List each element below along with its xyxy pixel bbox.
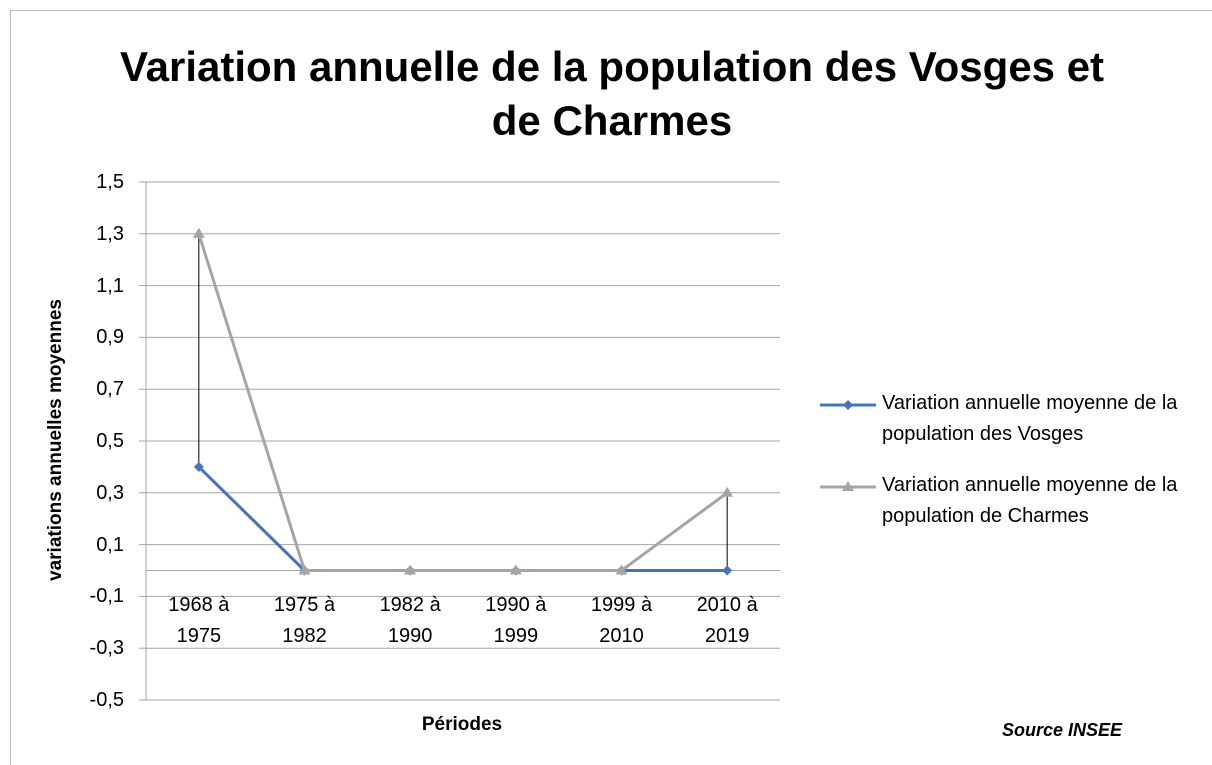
- marker: [404, 564, 417, 575]
- marker: [615, 564, 628, 575]
- y-tick-label: 1,5: [96, 171, 124, 193]
- legend-label: Variation annuelle moyenne de la populat…: [882, 474, 1178, 527]
- x-tick-label: 1982 à 1990: [379, 594, 441, 647]
- x-axis-title: Périodes: [421, 714, 503, 735]
- y-tick-label: 0,1: [96, 533, 124, 556]
- y-tick-label: 1,1: [96, 274, 124, 297]
- legend-label: Variation annuelle moyenne de la populat…: [882, 392, 1178, 445]
- y-tick-label: 0,9: [96, 326, 124, 349]
- y-tick-label: 0,5: [96, 430, 124, 452]
- y-tick-label: -0,1: [89, 585, 124, 608]
- y-tick-label: -0,5: [89, 689, 124, 711]
- marker: [842, 481, 854, 491]
- x-tick-label: 1999 à 2010: [590, 594, 653, 647]
- marker: [721, 486, 734, 497]
- marker: [193, 461, 204, 472]
- x-tick-label: 1975 à 1982: [273, 594, 336, 647]
- marker: [298, 564, 311, 575]
- source-note: Source INSEE: [1002, 720, 1123, 740]
- marker: [192, 227, 205, 238]
- marker: [509, 564, 522, 575]
- x-tick-label: 2010 à 2019: [696, 594, 758, 647]
- x-tick-label: 1968 à 1975: [168, 594, 230, 647]
- chart-frame: [10, 10, 1212, 765]
- chart-title: Variation annuelle de la population des …: [119, 43, 1105, 144]
- y-tick-label: 1,3: [96, 222, 124, 245]
- y-axis-title: variations annuelles moyennes: [45, 299, 66, 581]
- y-tick-label: -0,3: [89, 637, 124, 660]
- y-tick-label: 0,7: [96, 378, 124, 401]
- marker: [722, 565, 733, 576]
- y-tick-label: 0,3: [96, 481, 124, 504]
- x-tick-label: 1990 à 1999: [485, 594, 547, 647]
- marker: [843, 400, 853, 410]
- series-line: [197, 233, 729, 572]
